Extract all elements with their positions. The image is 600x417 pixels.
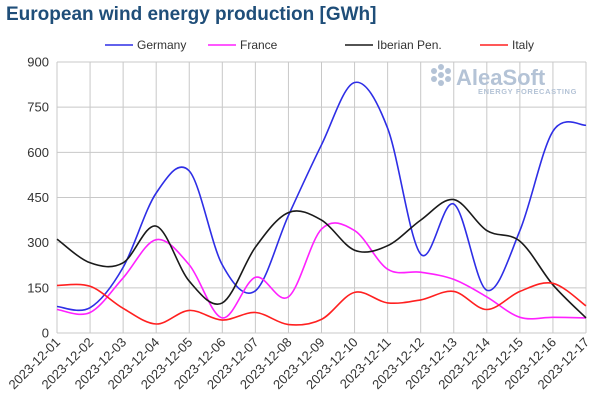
legend: Germany France Iberian Pen. Italy <box>105 38 534 52</box>
aleasoft-logo-icon <box>431 64 451 86</box>
series-line-france <box>56 222 587 320</box>
y-tick-label: 900 <box>27 55 49 70</box>
y-tick-label: 600 <box>27 145 49 160</box>
watermark-tagline: ENERGY FORECASTING <box>478 87 577 96</box>
series-line-italy <box>56 281 587 326</box>
series-lines <box>56 81 587 326</box>
x-axis-ticks: 2023-12-012023-12-022023-12-032023-12-04… <box>5 335 592 393</box>
legend-label-germany: Germany <box>137 38 186 52</box>
series-line-germany <box>56 81 587 312</box>
legend-label-italy: Italy <box>512 38 534 52</box>
grid <box>56 61 587 334</box>
y-tick-label: 750 <box>27 100 49 115</box>
watermark-logo: AleaSoft ENERGY FORECASTING <box>431 64 577 96</box>
legend-label-france: France <box>240 38 278 52</box>
y-tick-label: 300 <box>27 235 49 250</box>
series-line-iberian-pen <box>56 198 587 319</box>
y-axis-ticks: 0 150 300 450 600 750 900 <box>27 55 49 341</box>
legend-label-iberian-pen: Iberian Pen. <box>377 38 442 52</box>
watermark-brand: AleaSoft <box>456 65 546 90</box>
y-tick-label: 0 <box>42 326 49 341</box>
y-tick-label: 150 <box>27 280 49 295</box>
y-tick-label: 450 <box>27 190 49 205</box>
chart-title: European wind energy production [GWh] <box>6 4 377 25</box>
